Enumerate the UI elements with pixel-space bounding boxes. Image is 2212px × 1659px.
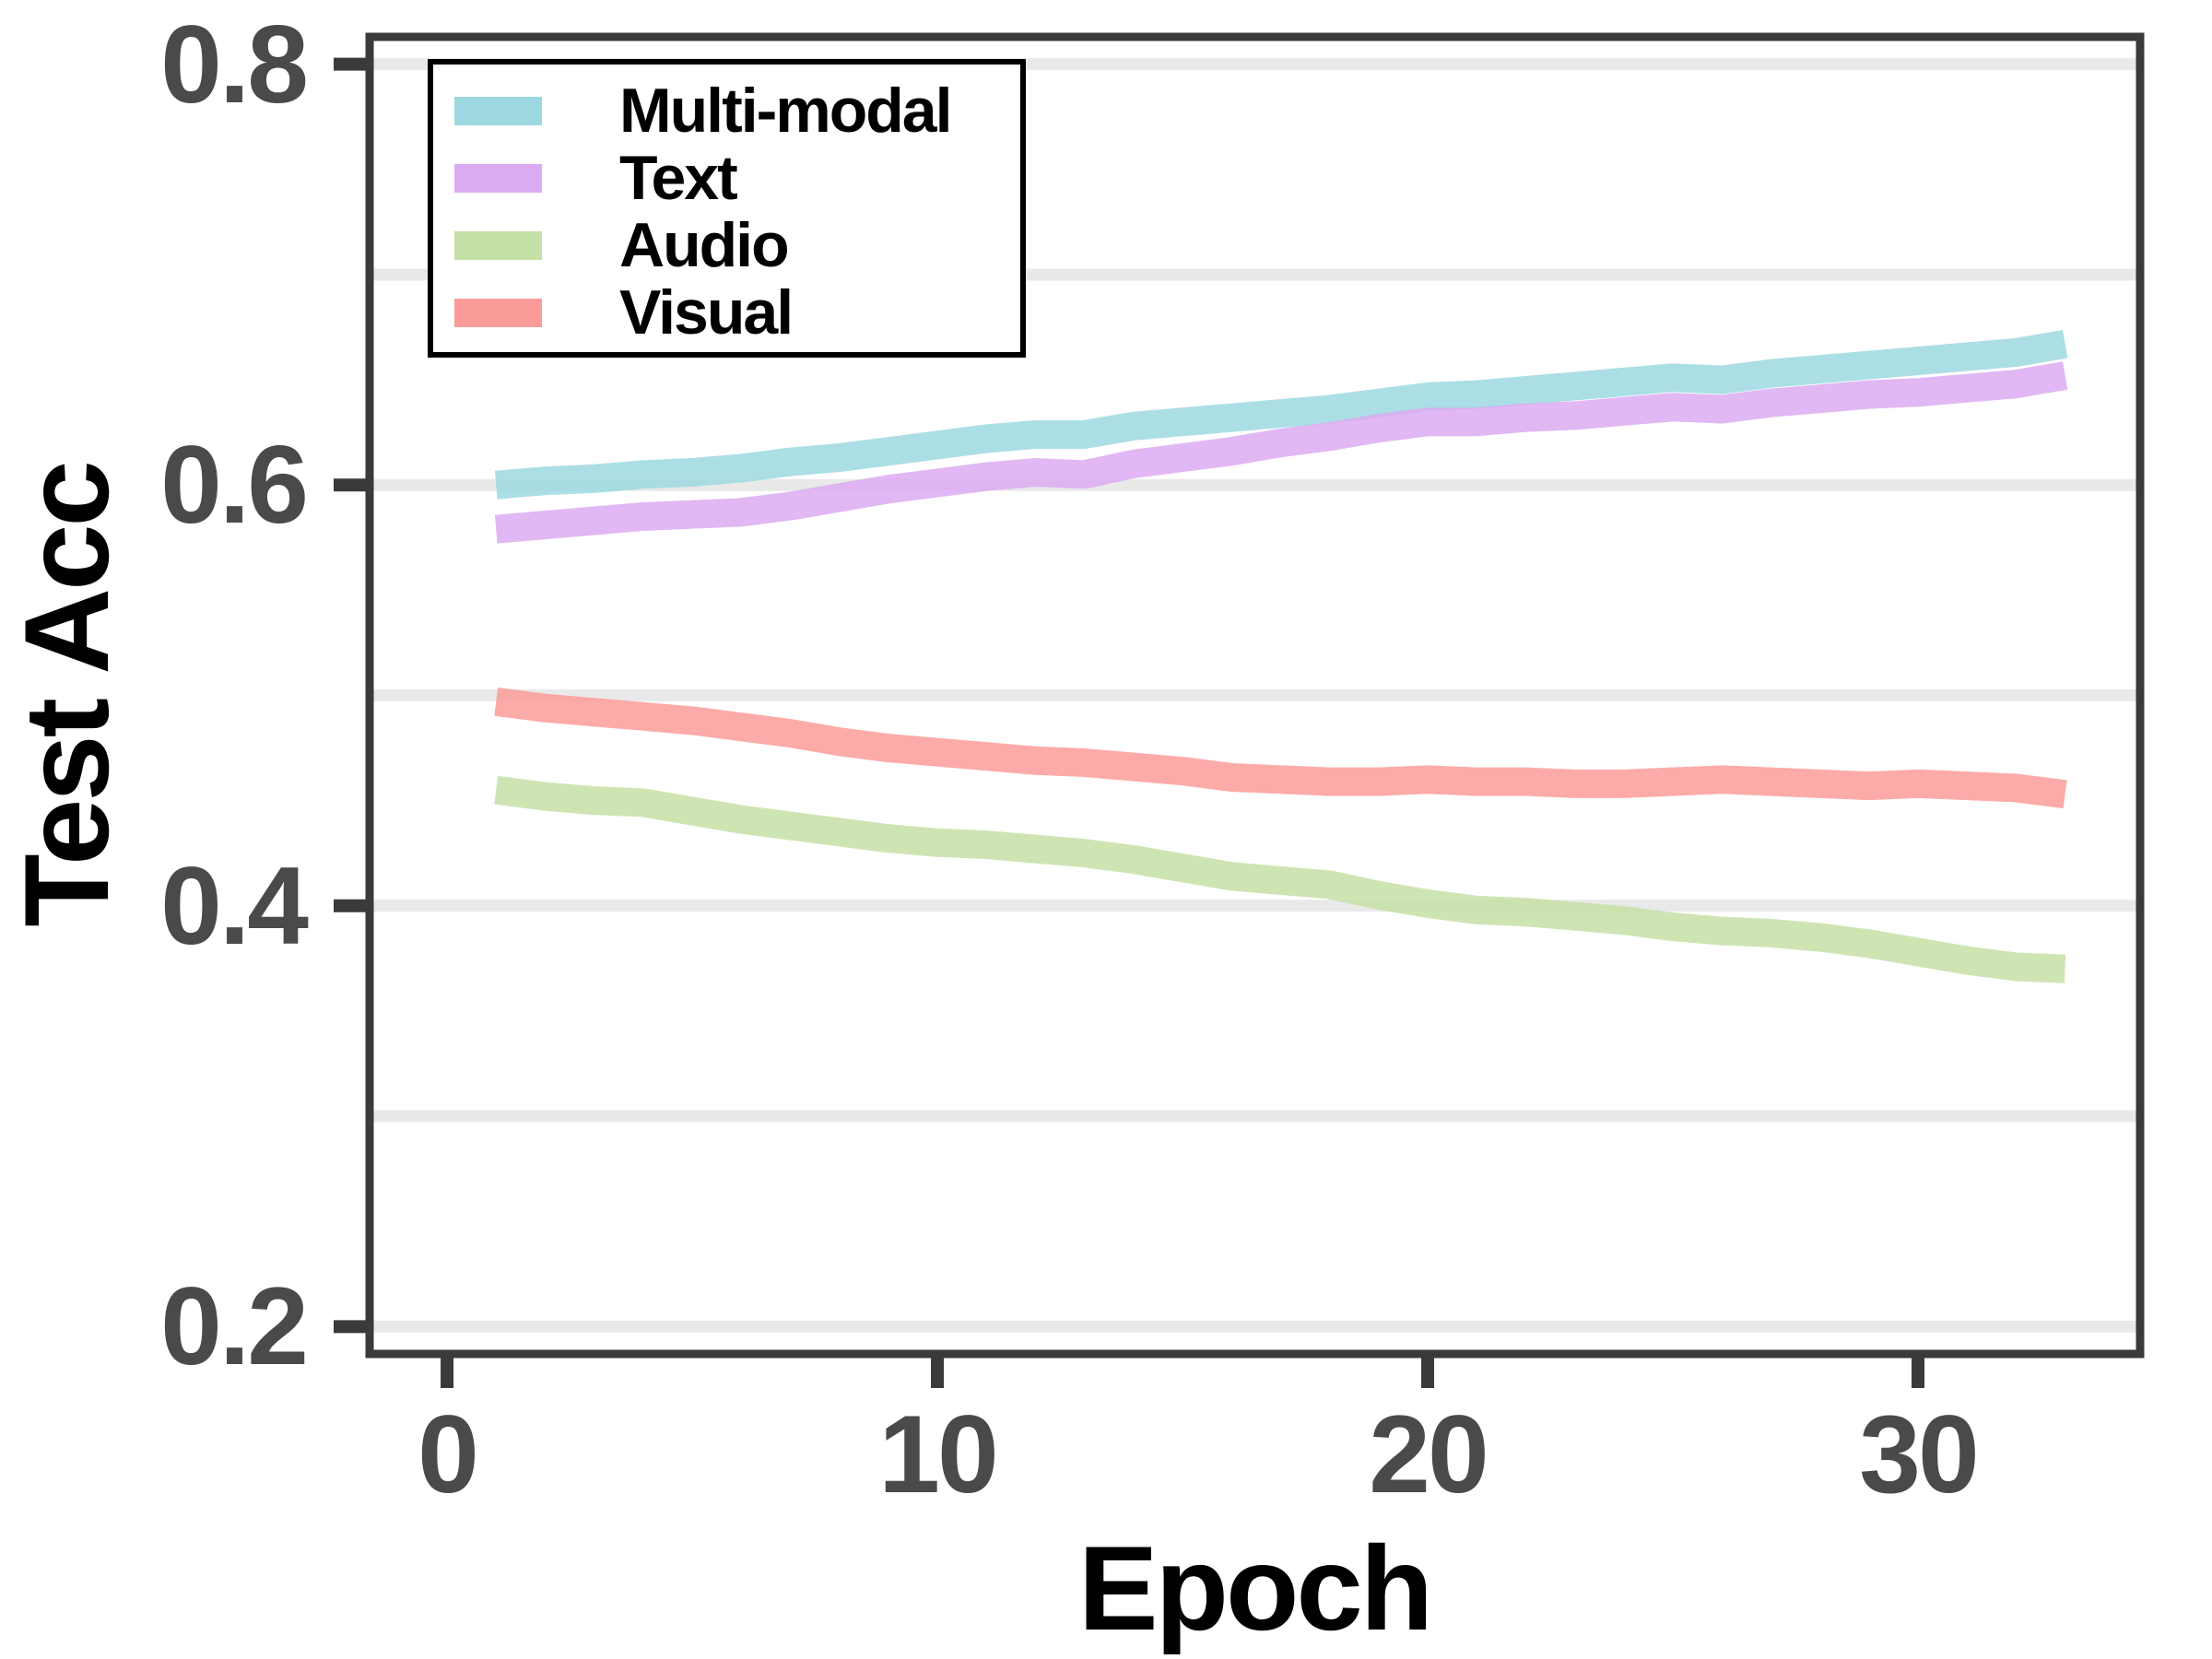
y-axis-title: Test Acc: [0, 463, 134, 927]
legend-label-visual: Visual: [619, 277, 794, 347]
x-tick-label-20: 20: [1369, 1393, 1488, 1516]
legend-label-multi-modal: Multi-modal: [619, 76, 953, 146]
y-tick-label-0.4: 0.4: [160, 843, 309, 968]
x-axis-title: Epoch: [1077, 1521, 1433, 1655]
legend-label-audio: Audio: [619, 210, 790, 280]
legend-row-text: Text: [454, 145, 1020, 212]
x-tick-label-0: 0: [418, 1393, 479, 1516]
series-line-audio: [494, 775, 2066, 983]
x-tick-label-30: 30: [1859, 1393, 1979, 1516]
legend-row-visual: Visual: [454, 279, 1020, 347]
x-tick-label-10: 10: [878, 1393, 998, 1516]
y-tick-label-0.8: 0.8: [160, 2, 309, 126]
y-tick-label-0.6: 0.6: [160, 423, 309, 547]
legend-label-text: Text: [619, 143, 738, 213]
legend-row-multi-modal: Multi-modal: [454, 77, 1020, 145]
y-tick-label-0.2: 0.2: [160, 1265, 309, 1389]
series-line-multi-modal: [494, 330, 2068, 500]
series-line-visual: [494, 687, 2067, 809]
panel-border: [365, 32, 2145, 1359]
series-line-text: [494, 361, 2068, 544]
legend-swatch-text: [454, 164, 542, 193]
legend-swatch-audio: [454, 231, 542, 260]
legend-swatch-visual: [454, 299, 542, 327]
legend-box: Multi-modal Text Audio Visual: [428, 59, 1026, 358]
legend-row-audio: Audio: [454, 212, 1020, 279]
legend-swatch-multi-modal: [454, 97, 542, 125]
